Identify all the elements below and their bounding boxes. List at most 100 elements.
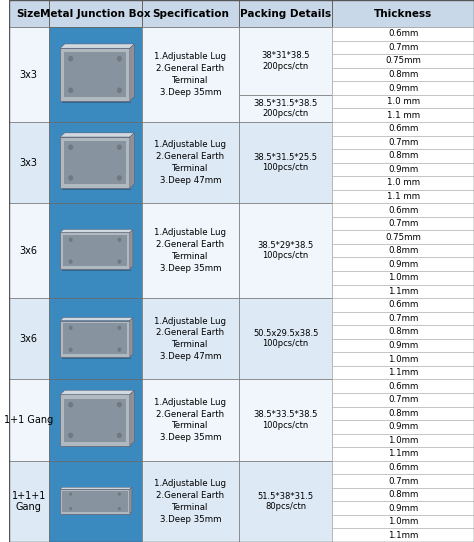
Bar [239, 203, 332, 298]
Bar [48, 461, 142, 542]
Circle shape [69, 88, 73, 93]
Text: 50.5x29.5x38.5
100pcs/ctn: 50.5x29.5x38.5 100pcs/ctn [253, 329, 319, 349]
Bar [62, 50, 131, 102]
Bar [48, 0, 142, 27]
Bar [332, 285, 474, 298]
Bar [9, 298, 48, 379]
Bar [332, 298, 474, 312]
Circle shape [70, 508, 72, 509]
Text: Packing Details: Packing Details [240, 9, 331, 18]
Text: 0.9mm: 0.9mm [388, 165, 418, 174]
Text: 1.1mm: 1.1mm [388, 449, 418, 459]
Text: 0.9mm: 0.9mm [388, 341, 418, 350]
Circle shape [118, 326, 121, 329]
Text: 1.0mm: 1.0mm [388, 517, 418, 526]
Bar [332, 393, 474, 406]
Bar [9, 461, 48, 542]
Bar [332, 230, 474, 244]
Text: 51.5*38*31.5
80pcs/ctn: 51.5*38*31.5 80pcs/ctn [257, 492, 314, 511]
Text: 1+1 Gang: 1+1 Gang [4, 415, 54, 425]
Circle shape [69, 403, 73, 406]
Circle shape [69, 176, 73, 180]
Bar [332, 163, 474, 176]
Text: 1.0mm: 1.0mm [388, 273, 418, 282]
Text: 38.5*33.5*38.5
100pcs/ctn: 38.5*33.5*38.5 100pcs/ctn [254, 410, 318, 430]
Text: 38.5*31.5*38.5
200pcs/ctn: 38.5*31.5*38.5 200pcs/ctn [254, 99, 318, 118]
Text: 1.Adjustable Lug
2.General Earth
Terminal
3.Deep 35mm: 1.Adjustable Lug 2.General Earth Termina… [155, 53, 227, 96]
Polygon shape [60, 44, 134, 48]
Bar [332, 122, 474, 136]
Circle shape [118, 434, 121, 437]
Polygon shape [60, 133, 134, 137]
Text: 0.7mm: 0.7mm [388, 43, 418, 52]
Bar [62, 491, 128, 512]
Bar [332, 339, 474, 352]
Text: 0.7mm: 0.7mm [388, 138, 418, 147]
Bar [9, 0, 48, 27]
Text: 0.8mm: 0.8mm [388, 327, 418, 337]
Circle shape [118, 88, 121, 93]
Text: 0.7mm: 0.7mm [388, 219, 418, 228]
Text: 1.Adjustable Lug
2.General Earth
Terminal
3.Deep 47mm: 1.Adjustable Lug 2.General Earth Termina… [155, 140, 227, 185]
Bar [332, 528, 474, 542]
Bar [332, 0, 474, 27]
Polygon shape [130, 390, 134, 446]
Bar [60, 395, 130, 446]
Text: 1.0 mm: 1.0 mm [386, 97, 419, 106]
Bar [142, 203, 239, 298]
Bar [60, 233, 130, 269]
Text: 0.9mm: 0.9mm [388, 504, 418, 513]
Bar [332, 81, 474, 95]
Bar [239, 298, 332, 379]
Polygon shape [60, 229, 133, 233]
Bar [62, 396, 131, 447]
Polygon shape [130, 318, 133, 357]
Bar [63, 235, 128, 266]
Polygon shape [60, 487, 132, 489]
Bar [60, 137, 130, 188]
Bar [239, 122, 332, 203]
Text: 3x6: 3x6 [20, 334, 38, 344]
Polygon shape [130, 487, 132, 513]
Bar [332, 27, 474, 41]
Bar [64, 53, 126, 96]
Circle shape [118, 56, 121, 61]
Bar [142, 27, 239, 122]
Bar [332, 203, 474, 217]
Bar [9, 379, 48, 461]
Bar [332, 54, 474, 68]
Text: 0.6mm: 0.6mm [388, 463, 418, 472]
Bar [332, 325, 474, 339]
Text: 0.7mm: 0.7mm [388, 395, 418, 404]
Bar [48, 298, 142, 379]
Bar [332, 474, 474, 488]
Text: Specification: Specification [152, 9, 229, 18]
Bar [239, 0, 332, 27]
Bar [62, 139, 131, 190]
Text: 0.8mm: 0.8mm [388, 490, 418, 499]
Bar [332, 149, 474, 163]
Text: 0.75mm: 0.75mm [385, 233, 421, 242]
Polygon shape [60, 390, 134, 395]
Bar [332, 68, 474, 81]
Text: 0.8mm: 0.8mm [388, 70, 418, 79]
Bar [332, 447, 474, 461]
Bar [239, 461, 332, 542]
Bar [60, 320, 130, 357]
Circle shape [69, 145, 73, 149]
Bar [332, 352, 474, 366]
Bar [63, 324, 128, 354]
Bar [142, 0, 239, 27]
Text: 0.8mm: 0.8mm [388, 246, 418, 255]
Text: 1.1 mm: 1.1 mm [386, 111, 419, 120]
Text: 0.6mm: 0.6mm [388, 300, 418, 309]
Bar [332, 406, 474, 420]
Text: 0.7mm: 0.7mm [388, 314, 418, 323]
Bar [332, 461, 474, 474]
Circle shape [69, 434, 73, 437]
Bar [332, 488, 474, 501]
Bar [332, 136, 474, 149]
Circle shape [69, 56, 73, 61]
Bar [332, 257, 474, 271]
Text: 3x3: 3x3 [20, 158, 38, 167]
